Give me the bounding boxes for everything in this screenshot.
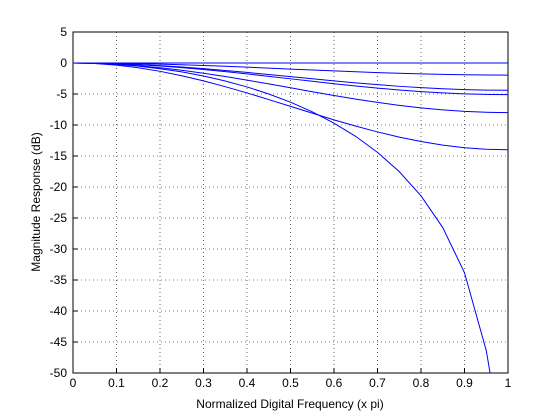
y-axis-label: Magnitude Response (dB) [29,132,43,271]
y-tick-label: -40 [50,304,68,318]
x-tick-label: 0.5 [282,376,299,390]
y-tick-label: -5 [56,87,67,101]
y-tick-label: -50 [50,366,68,380]
y-tick-label: 0 [60,56,67,70]
y-tick-label: -35 [50,273,68,287]
series-line [73,62,508,114]
x-tick-label: 0.1 [108,376,125,390]
x-tick-label: 0.6 [326,376,343,390]
y-tick-label: -25 [50,211,68,225]
series-line [73,62,491,373]
series-line [73,62,508,76]
y-tick-label: -20 [50,180,68,194]
series-line [73,62,508,96]
x-axis-label: Normalized Digital Frequency (x pi) [196,397,383,411]
x-tick-label: 0 [70,376,77,390]
y-tick-label: -45 [50,335,68,349]
x-tick-label: 0.4 [239,376,256,390]
x-tick-label: 0.2 [152,376,169,390]
x-tick-label: 0.7 [369,376,386,390]
y-tick-label: -15 [50,149,68,163]
x-tick-label: 1 [505,376,512,390]
plot-area [73,32,508,373]
series-line [73,62,508,151]
x-tick-label: 0.9 [456,376,473,390]
y-tick-label: 5 [60,25,67,39]
axes-box [72,31,509,374]
x-tick-label: 0.8 [413,376,430,390]
y-tick-label: -10 [50,118,68,132]
x-tick-label: 0.3 [195,376,212,390]
y-tick-label: -30 [50,242,68,256]
